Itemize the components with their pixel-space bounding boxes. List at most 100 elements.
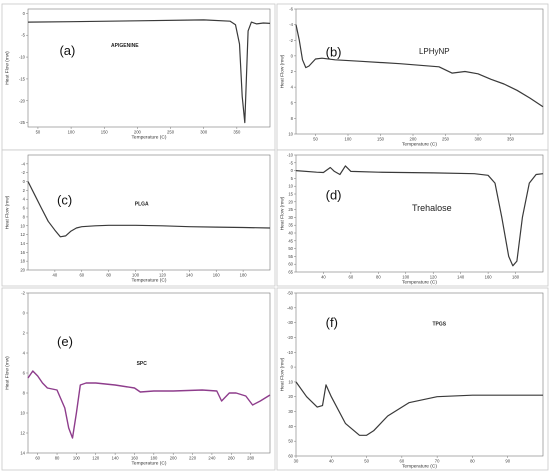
panel-label: (b) [326,45,342,60]
y-tick-label: 45 [288,238,293,243]
x-tick-label: 90 [505,459,510,464]
x-tick-label: 80 [376,275,381,280]
y-tick-label: 4 [23,351,26,356]
y-tick-label: -15 [19,76,26,81]
y-axis-label: Heat Flow (mw) [5,51,11,85]
y-tick-label: -2 [289,38,293,43]
y-tick-label: 18 [20,259,25,264]
x-tick-label: 40 [53,273,58,278]
chart-panel-5: -2 0 2 4 6 8 10 12 14 60 80 100 120 140 160 180 200 220 24… [1,287,276,471]
x-tick-label: 70 [435,459,440,464]
x-tick-label: 200 [170,456,178,461]
y-tick-label: 6 [291,100,294,105]
x-tick-label: 160 [131,456,139,461]
x-tick-label: 180 [512,275,520,280]
x-tick-label: 160 [485,275,493,280]
x-tick-label: 120 [92,456,100,461]
x-tick-label: 260 [228,456,236,461]
y-tick-label: -10 [287,350,294,355]
x-tick-label: 200 [134,130,142,135]
x-tick-label: 100 [132,273,140,278]
series-line [295,24,544,108]
y-tick-label: 8 [23,391,26,396]
panel-border [276,149,549,287]
panel-label: (e) [57,334,73,349]
y-tick-label: -5 [289,160,293,165]
panel-label: (f) [326,315,338,330]
y-tick-label: 30 [288,215,293,220]
x-axis-label: Temperature (C) [402,280,437,286]
chart-panel-4: -10 -5 0 5 10 15 20 25 30 35 40 45 50 55 60 65 40 60 80 100… [276,149,549,287]
x-tick-label: 50 [364,459,369,464]
panel-label: (c) [57,192,72,207]
x-tick-label: 100 [73,456,81,461]
y-tick-label: -20 [19,98,26,103]
y-tick-label: 0 [23,179,26,184]
y-tick-label: -50 [287,291,294,296]
x-tick-label: 350 [507,137,515,142]
panel-border [1,149,276,287]
x-tick-label: 30 [294,459,299,464]
y-tick-label: 8 [23,214,26,219]
y-tick-label: 60 [288,454,293,459]
x-tick-label: 150 [377,137,385,142]
x-axis-label: Temperature (C) [402,142,437,148]
series-line [295,165,544,267]
y-axis-label: Heat Flow (mw) [280,54,286,88]
panel-label: (a) [59,43,75,58]
panel-border [1,3,276,151]
y-tick-label: -5 [21,33,25,38]
x-tick-label: 240 [208,456,216,461]
x-tick-label: 50 [313,137,318,142]
x-tick-label: 140 [186,273,194,278]
x-tick-label: 40 [321,275,326,280]
y-tick-label: -4 [289,22,293,27]
chart-panel-1: 0 -5 -10 -15 -20 -25 50 100 150 200 250 300 350 Tempe… [1,3,276,151]
x-tick-label: 150 [101,130,109,135]
y-axis-label: Heat Flow (mw) [5,195,11,229]
y-tick-label: -25 [19,120,26,125]
y-tick-label: 10 [288,379,293,384]
plot-area [27,154,271,271]
y-tick-label: 2 [23,331,26,336]
panel-border [1,287,276,471]
x-tick-label: 80 [106,273,111,278]
x-tick-label: 300 [475,137,483,142]
y-tick-label: 4 [23,197,26,202]
y-tick-label: 4 [291,85,294,90]
x-tick-label: 100 [345,137,353,142]
series-line [295,381,543,436]
plot-area [295,292,544,457]
y-tick-label: 25 [288,207,293,212]
x-tick-label: 120 [430,275,438,280]
x-axis-label: Temperature (C) [402,464,437,470]
y-tick-label: 65 [288,270,293,275]
x-tick-label: 60 [79,273,84,278]
y-tick-label: 14 [20,241,25,246]
y-tick-label: 8 [291,116,294,121]
panel-label: (d) [326,187,342,202]
y-tick-label: 10 [20,223,25,228]
y-tick-label: -2 [21,291,25,296]
panel-border [276,287,549,471]
chart-panel-3: -4 -2 0 2 4 6 8 10 12 14 16 18 20 40 60 80 100 120 140 160 1… [1,149,276,287]
y-tick-label: 35 [288,223,293,228]
y-tick-label: 0 [291,53,294,58]
y-tick-label: 6 [23,371,26,376]
y-tick-label: 30 [288,409,293,414]
x-tick-label: 220 [189,456,197,461]
y-tick-label: -2 [21,170,25,175]
y-tick-label: 5 [291,176,294,181]
y-tick-label: 20 [288,199,293,204]
x-tick-label: 80 [55,456,60,461]
x-tick-label: 40 [329,459,334,464]
x-tick-label: 180 [240,273,248,278]
panel-border [276,3,549,151]
series-line [27,19,271,124]
y-tick-label: -40 [287,305,294,310]
x-axis-label: Temperature (C) [132,461,167,467]
x-axis-label: Temperature (C) [132,278,167,284]
x-tick-label: 120 [159,273,167,278]
y-tick-label: 10 [20,411,25,416]
